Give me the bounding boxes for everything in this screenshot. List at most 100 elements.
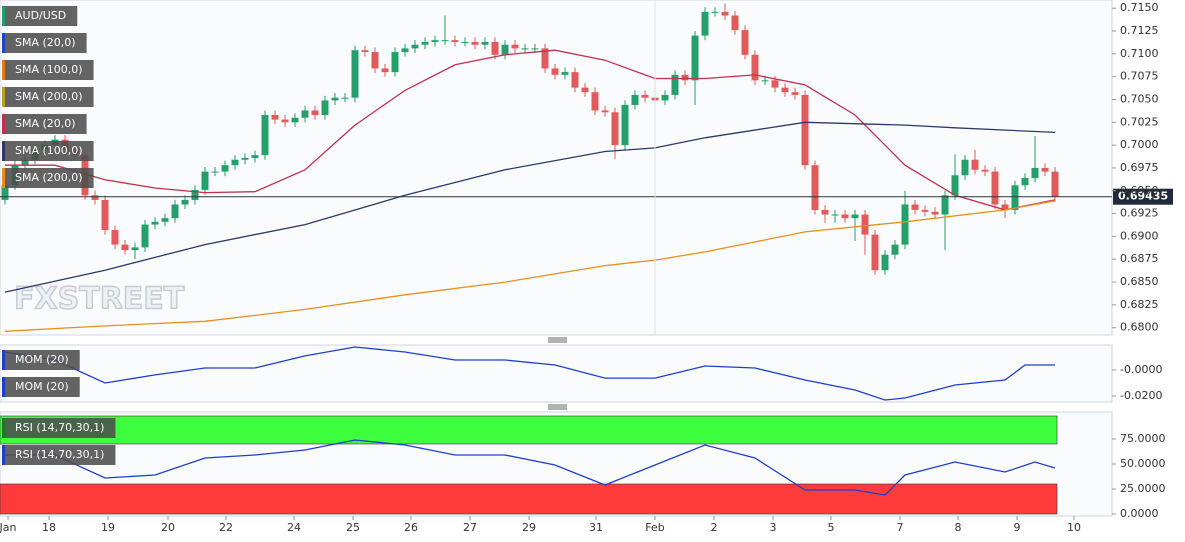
rsi-band	[0, 483, 1058, 515]
legend-box	[2, 87, 94, 107]
candle-body	[331, 97, 339, 101]
y-tick-label: 0.7100	[1120, 47, 1159, 60]
y-tick-label: 0.6825	[1120, 298, 1159, 311]
candle-body	[521, 48, 529, 50]
x-tick-label: 31	[589, 521, 603, 534]
candle-body	[761, 80, 769, 82]
legend-label: SMA (200,0)	[15, 90, 83, 103]
candle-body	[191, 189, 199, 200]
legend-box	[2, 168, 94, 188]
candle-body	[91, 195, 99, 200]
indicator-line	[4, 121, 1056, 293]
x-tick-label: 26	[404, 521, 418, 534]
legend-box	[2, 418, 116, 438]
candle-body	[991, 171, 999, 205]
legend-box	[2, 445, 116, 465]
candle-body	[941, 195, 949, 215]
y-tick-label: -0.0000	[1120, 363, 1162, 376]
candle-body	[371, 52, 379, 69]
legend-swatch	[2, 114, 5, 134]
legend-box	[2, 350, 80, 370]
y-tick-label: 0.6925	[1120, 207, 1159, 220]
candle-body	[351, 50, 359, 98]
candle-body	[211, 171, 219, 173]
legend-label: RSI (14,70,30,1)	[15, 421, 104, 434]
candle-body	[961, 159, 969, 176]
x-tick-label: 10	[1067, 521, 1081, 534]
x-tick-label: 22	[219, 521, 233, 534]
candle-body	[101, 199, 109, 231]
candle-body	[541, 48, 549, 69]
candle-body	[1011, 185, 1019, 210]
candle-body	[981, 169, 989, 172]
legend-box	[2, 114, 87, 134]
indicator-line	[4, 346, 1055, 401]
y-tick-label: 0.6900	[1120, 229, 1159, 242]
legend-swatch	[2, 6, 5, 26]
candle-body	[401, 48, 409, 53]
legend-box	[2, 377, 80, 397]
y-tick-label: 0.7000	[1120, 138, 1159, 151]
legend-swatch	[2, 33, 5, 53]
candle-body	[341, 97, 349, 99]
candle-body	[1051, 171, 1059, 197]
candle-body	[491, 41, 499, 55]
candle-body	[721, 11, 729, 16]
legend-swatch	[2, 87, 5, 107]
y-tick-label: 0.7125	[1120, 24, 1159, 37]
legend-box	[2, 141, 94, 161]
legend-label: SMA (200,0)	[15, 171, 83, 184]
candle-body	[851, 214, 859, 219]
legend-swatch	[2, 350, 5, 370]
candle-body	[251, 155, 259, 158]
candle-body	[871, 234, 879, 271]
indicator-line	[4, 200, 1056, 332]
candle-body	[151, 221, 159, 225]
x-tick-label: Jan	[0, 521, 17, 534]
candle-body	[381, 68, 389, 73]
legend-label: MOM (20)	[15, 380, 69, 393]
price-panel	[0, 0, 1113, 336]
candle-body	[581, 87, 589, 93]
candle-body	[411, 44, 419, 49]
candle-body	[811, 165, 819, 210]
candle-body	[281, 119, 289, 123]
candle-body	[311, 110, 319, 116]
candle-body	[791, 92, 799, 95]
candle-body	[131, 247, 139, 251]
candle-body	[971, 159, 979, 170]
x-tick-label: Feb	[645, 521, 664, 534]
legend-swatch	[2, 445, 5, 465]
legend-box	[2, 33, 87, 53]
candle-body	[501, 44, 509, 55]
candle-body	[611, 112, 619, 146]
candle-body	[771, 80, 779, 88]
candle-body	[421, 41, 429, 45]
legend-swatch	[2, 377, 5, 397]
x-tick-label: 27	[463, 521, 477, 534]
candle-body	[241, 157, 249, 160]
indicator-line	[5, 49, 1056, 211]
candle-body	[741, 30, 749, 55]
y-tick-label: 0.7050	[1120, 92, 1159, 105]
candle-body	[391, 52, 399, 73]
candle-body	[301, 110, 309, 118]
x-tick-label: 24	[287, 521, 301, 534]
candle-body	[261, 115, 269, 156]
candle-body	[531, 48, 539, 50]
candle-body	[751, 54, 759, 81]
y-tick-label: 0.0000	[1120, 507, 1159, 520]
candle-body	[681, 74, 689, 81]
candle-body	[461, 41, 469, 43]
candle-body	[431, 40, 439, 42]
panel-grip[interactable]	[548, 404, 567, 410]
legend-label: AUD/USD	[15, 9, 66, 22]
last-price-box	[1113, 188, 1173, 205]
x-tick-label: 18	[42, 521, 56, 534]
panel-grip[interactable]	[548, 337, 567, 343]
rsi-band	[0, 415, 1058, 445]
y-tick-label: 0.6875	[1120, 252, 1159, 265]
candle-body	[1031, 167, 1039, 178]
y-tick-label: 0.7025	[1120, 115, 1159, 128]
